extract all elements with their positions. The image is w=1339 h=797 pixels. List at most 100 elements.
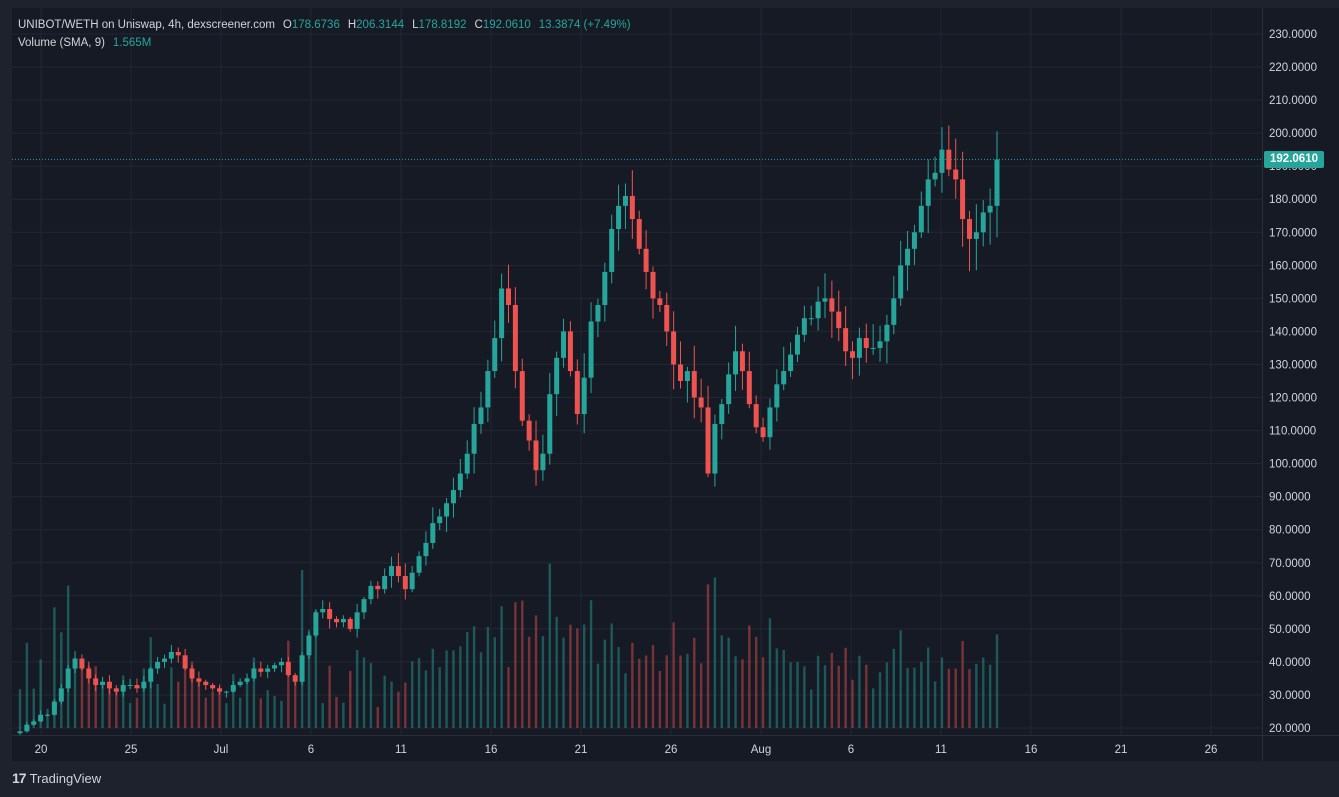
candle-body[interactable]: [567, 331, 573, 372]
candle-body[interactable]: [918, 205, 924, 233]
candle-body[interactable]: [423, 542, 429, 557]
candle-body[interactable]: [781, 371, 787, 385]
symbol-title[interactable]: UNIBOT/WETH on Uniswap, 4h, dexscreener.…: [18, 19, 275, 31]
candle-body[interactable]: [327, 609, 333, 619]
candle-body[interactable]: [113, 688, 119, 692]
candle-body[interactable]: [678, 364, 684, 381]
candle-body[interactable]: [540, 453, 546, 471]
candle-body[interactable]: [512, 304, 518, 372]
candle-body[interactable]: [313, 612, 319, 636]
price-axis[interactable]: 20.0000 30.0000 40.0000 50.0000 60.0000 70.00…: [1262, 8, 1339, 735]
candle-body[interactable]: [650, 271, 656, 299]
candle-body[interactable]: [602, 271, 608, 305]
candle-body[interactable]: [244, 678, 250, 682]
candle-body[interactable]: [237, 681, 243, 686]
candle-body[interactable]: [17, 731, 23, 734]
candle-body[interactable]: [65, 668, 71, 689]
candle-body[interactable]: [354, 612, 360, 629]
candle-body[interactable]: [127, 685, 133, 687]
candle-body[interactable]: [389, 566, 395, 576]
candle-body[interactable]: [911, 232, 917, 249]
candle-body[interactable]: [340, 618, 346, 623]
candle-body[interactable]: [960, 179, 966, 220]
candle-body[interactable]: [175, 651, 181, 656]
candle-body[interactable]: [898, 265, 904, 299]
candle-body[interactable]: [891, 298, 897, 325]
candle-body[interactable]: [657, 298, 663, 305]
candle-body[interactable]: [38, 714, 44, 722]
candle-body[interactable]: [51, 701, 57, 715]
candle-body[interactable]: [134, 685, 140, 689]
candle-body[interactable]: [161, 658, 167, 662]
candle-body[interactable]: [416, 556, 422, 573]
candlestick-chart[interactable]: [12, 8, 1262, 735]
candle-body[interactable]: [691, 371, 697, 398]
candle-body[interactable]: [588, 321, 594, 378]
candle-body[interactable]: [485, 371, 491, 408]
candle-body[interactable]: [278, 661, 284, 666]
candle-body[interactable]: [457, 473, 463, 491]
candle-body[interactable]: [368, 585, 374, 600]
time-axis[interactable]: 20 25 Jul 6 11 16 21 26 Aug 6 11 16 21 26: [12, 735, 1262, 762]
candle-body[interactable]: [829, 298, 835, 312]
candle-body[interactable]: [375, 585, 381, 590]
candle-body[interactable]: [822, 298, 828, 302]
candle-body[interactable]: [850, 351, 856, 358]
candle-body[interactable]: [877, 341, 883, 348]
candle-body[interactable]: [210, 685, 216, 689]
candle-body[interactable]: [526, 420, 532, 441]
candle-body[interactable]: [492, 338, 498, 372]
candle-body[interactable]: [746, 371, 752, 405]
candle-body[interactable]: [987, 205, 993, 213]
candle-body[interactable]: [230, 685, 236, 692]
candle-body[interactable]: [182, 655, 188, 669]
candle-body[interactable]: [72, 658, 78, 669]
candle-body[interactable]: [506, 288, 511, 305]
candle-body[interactable]: [58, 688, 64, 702]
candle-body[interactable]: [664, 304, 670, 332]
plot-area[interactable]: [12, 8, 1262, 735]
candle-body[interactable]: [973, 232, 979, 239]
candle-body[interactable]: [471, 423, 477, 454]
candle-body[interactable]: [788, 354, 794, 372]
candle-body[interactable]: [189, 668, 195, 679]
candle-body[interactable]: [980, 212, 986, 233]
candle-body[interactable]: [622, 195, 628, 206]
candle-body[interactable]: [726, 374, 732, 405]
candle-body[interactable]: [905, 248, 911, 266]
candle-body[interactable]: [925, 179, 931, 206]
candle-body[interactable]: [79, 658, 85, 669]
candle-body[interactable]: [86, 668, 92, 679]
candle-body[interactable]: [31, 721, 37, 725]
candle-body[interactable]: [753, 404, 759, 428]
candle-body[interactable]: [581, 377, 587, 415]
candle-body[interactable]: [815, 301, 821, 319]
candle-body[interactable]: [870, 347, 876, 349]
candle-body[interactable]: [285, 661, 291, 676]
candle-body[interactable]: [609, 228, 615, 272]
candle-body[interactable]: [168, 651, 174, 659]
candle-body[interactable]: [203, 681, 209, 686]
candle-body[interactable]: [705, 407, 711, 474]
candle-body[interactable]: [684, 371, 690, 381]
candle-body[interactable]: [953, 169, 959, 180]
candle-body[interactable]: [223, 691, 229, 693]
candle-body[interactable]: [382, 575, 388, 590]
candle-body[interactable]: [719, 404, 725, 424]
candle-body[interactable]: [774, 384, 780, 408]
candle-body[interactable]: [464, 453, 470, 474]
candle-body[interactable]: [856, 338, 862, 358]
candle-body[interactable]: [106, 681, 112, 689]
candle-body[interactable]: [994, 159, 1000, 206]
candle-body[interactable]: [148, 668, 154, 682]
candle-body[interactable]: [299, 655, 305, 682]
candle-body[interactable]: [547, 394, 553, 454]
candle-body[interactable]: [45, 714, 51, 716]
candle-body[interactable]: [712, 423, 718, 474]
candle-body[interactable]: [643, 248, 649, 272]
candle-body[interactable]: [616, 205, 622, 229]
candle-body[interactable]: [217, 688, 223, 692]
candle-body[interactable]: [561, 331, 567, 358]
candle-body[interactable]: [574, 371, 580, 415]
candle-body[interactable]: [698, 397, 704, 408]
